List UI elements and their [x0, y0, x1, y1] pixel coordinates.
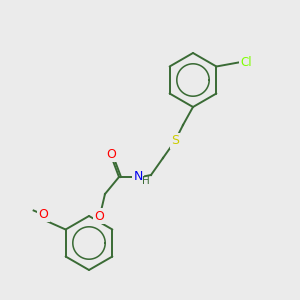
Text: O: O	[106, 148, 116, 160]
Text: S: S	[171, 134, 179, 148]
Text: N: N	[133, 169, 143, 182]
Text: O: O	[94, 209, 104, 223]
Text: Cl: Cl	[241, 56, 252, 69]
Text: H: H	[142, 176, 150, 186]
Text: O: O	[39, 208, 49, 221]
